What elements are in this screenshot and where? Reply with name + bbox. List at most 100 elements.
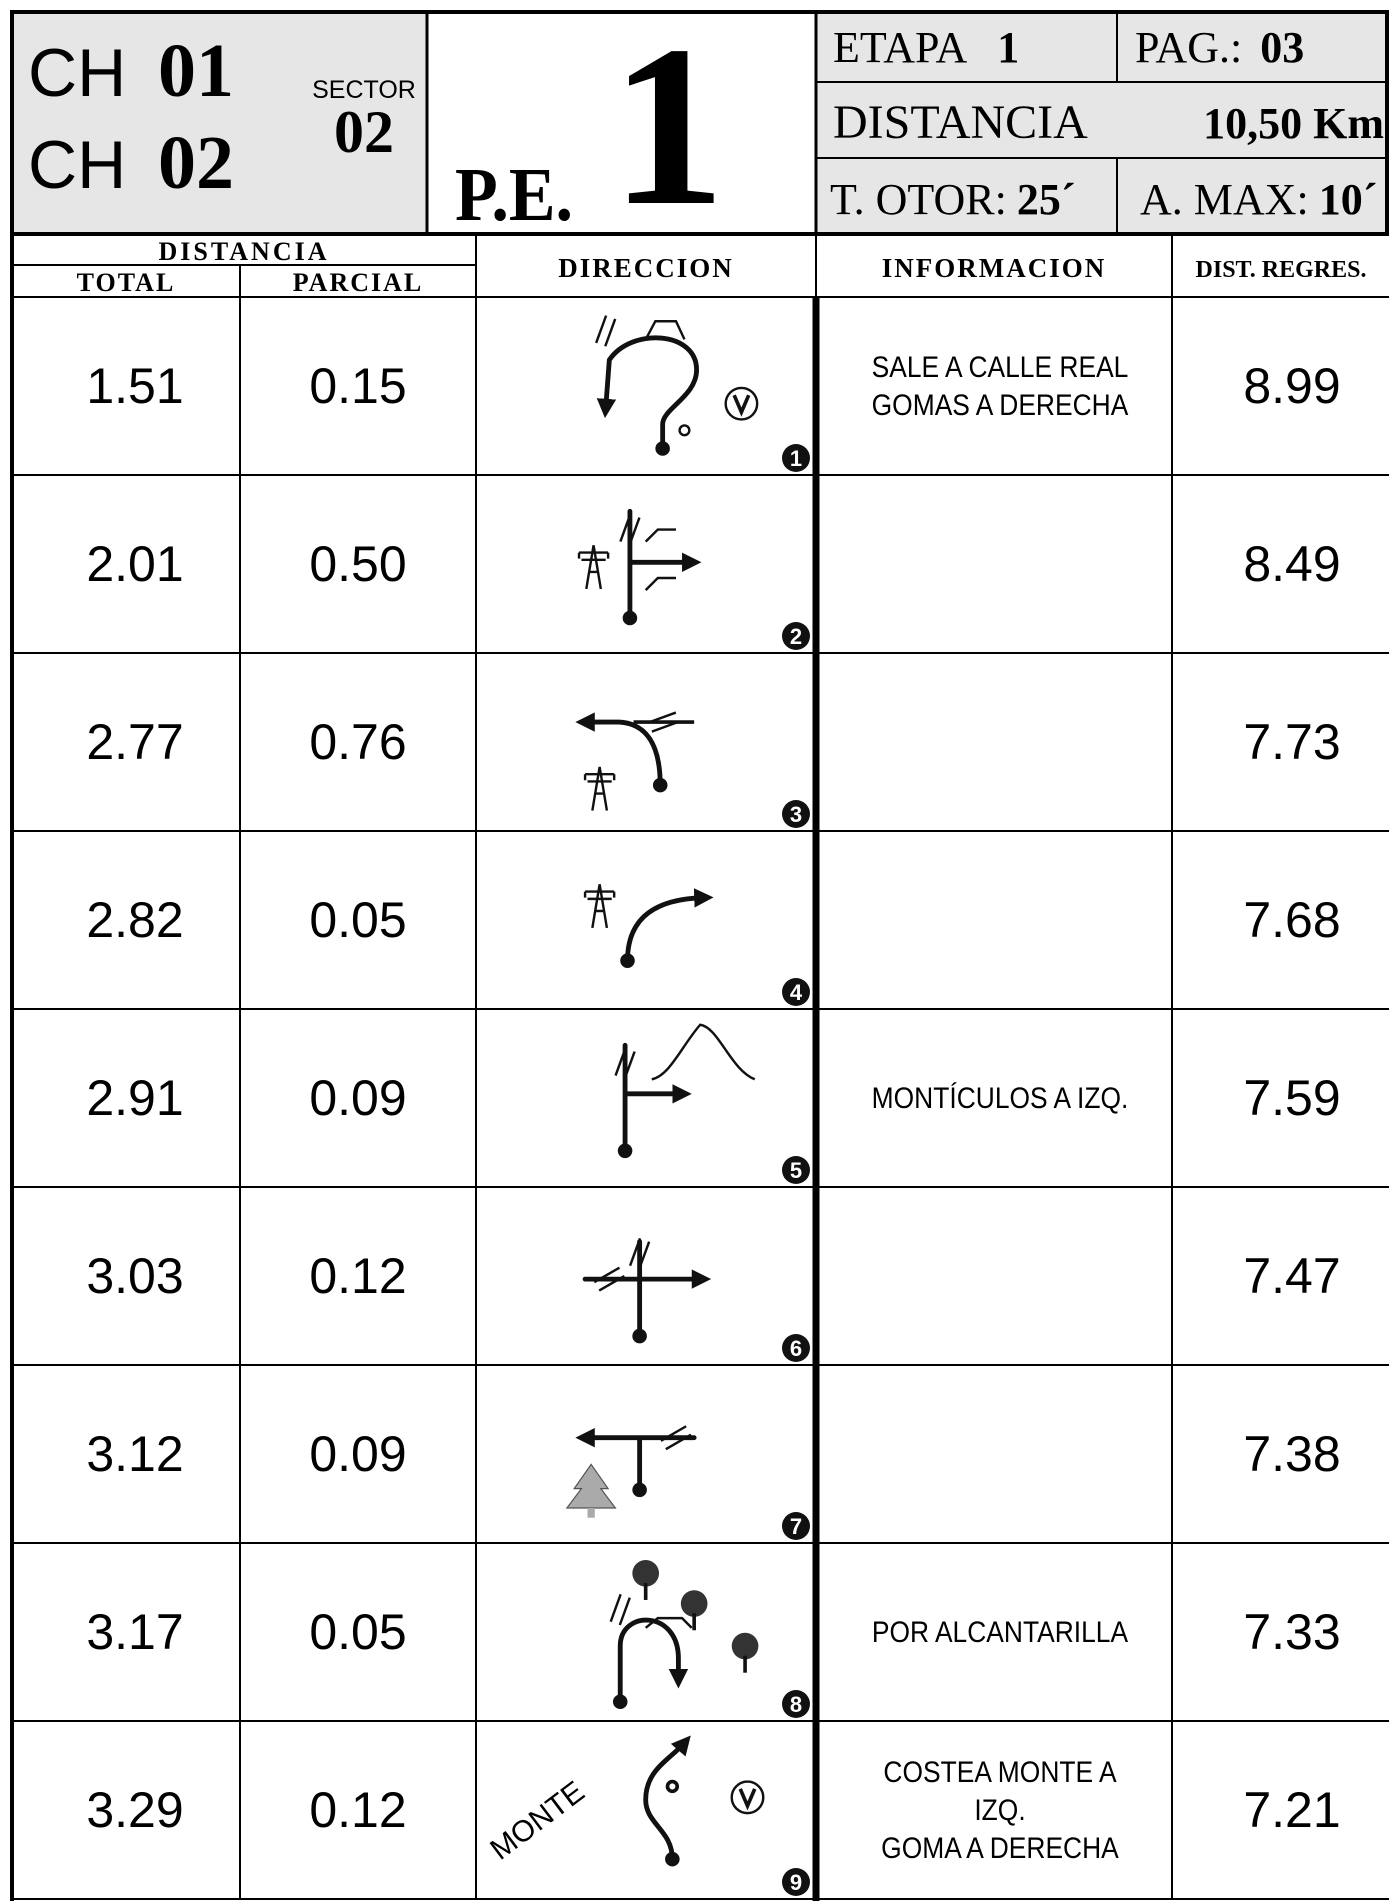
step-number: 6 — [790, 1336, 802, 1361]
icon-part — [730, 1780, 765, 1815]
step-number: 3 — [790, 802, 802, 827]
icon-part — [622, 1042, 682, 1154]
col-parcial: PARCIAL — [293, 268, 424, 297]
icon-part — [660, 1425, 692, 1451]
total: 2.82 — [86, 892, 183, 948]
info: IZQ. — [974, 1792, 1025, 1826]
sector-number: 02 — [334, 99, 394, 165]
parcial: 0.09 — [309, 1426, 406, 1482]
regres: 7.59 — [1243, 1070, 1340, 1126]
icon-part — [609, 1593, 622, 1623]
icon-part — [628, 517, 641, 546]
icon-part — [732, 394, 751, 417]
icon-part — [665, 1433, 692, 1451]
ch-number: 02 — [158, 121, 234, 205]
icon-part — [585, 1438, 697, 1493]
regres: 7.38 — [1243, 1426, 1340, 1482]
info: GOMAS A DERECHA — [872, 387, 1129, 421]
icon-part — [731, 1632, 759, 1660]
pag: PAG.: 03 — [1135, 23, 1304, 72]
col-informacion: INFORMACION — [882, 253, 1107, 283]
parcial: 0.12 — [309, 1782, 406, 1838]
icon-part — [638, 1241, 651, 1270]
icon-part — [632, 1328, 647, 1344]
icon-part — [619, 513, 641, 546]
etapa-value: 1 — [997, 23, 1019, 72]
icon-part — [665, 1851, 680, 1867]
step-badge — [782, 800, 810, 828]
total: 3.12 — [86, 1426, 183, 1482]
step-number: 7 — [790, 1514, 802, 1539]
icon-part — [577, 545, 610, 590]
icon-part — [651, 1023, 756, 1081]
icon-part — [596, 335, 700, 451]
icon-part — [738, 1788, 757, 1811]
direction-icon — [583, 884, 714, 968]
pag-value: 03 — [1260, 23, 1304, 72]
regres: 8.49 — [1243, 536, 1340, 592]
icon-part — [619, 513, 632, 542]
icon-part — [617, 1143, 633, 1159]
icon-part — [583, 884, 616, 929]
icon-part — [680, 1590, 708, 1617]
icon-part — [587, 1508, 595, 1518]
info: COSTEA MONTE A — [883, 1754, 1116, 1788]
info: GOMA A DERECHA — [881, 1830, 1119, 1864]
ch-number: 01 — [158, 29, 234, 113]
regres: 7.73 — [1243, 714, 1340, 770]
icon-part — [643, 1735, 691, 1862]
direction-icon — [565, 1425, 697, 1518]
icon-part — [655, 441, 670, 456]
t-otor: T. OTOR: 25´ — [830, 175, 1075, 224]
a-max-value: 10´ — [1319, 175, 1378, 224]
pe-number: 1 — [611, 0, 726, 253]
info: POR ALCANTARILLA — [872, 1614, 1128, 1648]
icon-part — [632, 1559, 660, 1587]
icon-part — [604, 318, 617, 347]
icon-part — [609, 1593, 631, 1626]
regres: 7.47 — [1243, 1248, 1340, 1304]
total: 3.03 — [86, 1248, 183, 1304]
step-number: 5 — [790, 1158, 802, 1183]
info: MONTÍCULOS A IZQ. — [872, 1080, 1129, 1114]
icon-part — [731, 1632, 759, 1673]
icon-part — [612, 1694, 628, 1710]
parcial: 0.50 — [309, 536, 406, 592]
col-regres: DIST. REGRES. — [1196, 257, 1367, 283]
checkpoint-box — [12, 12, 427, 234]
icon-part — [577, 545, 610, 590]
regres: 7.68 — [1243, 892, 1340, 948]
icon-part — [575, 712, 663, 788]
a-max-label: A. MAX: — [1140, 175, 1309, 224]
parcial: 0.05 — [309, 1604, 406, 1660]
icon-part — [582, 1239, 701, 1339]
step-number: 2 — [790, 624, 802, 649]
etapa: ETAPA 1 — [833, 23, 1019, 72]
direction-icon — [575, 711, 695, 811]
ch-label: CH — [28, 35, 126, 111]
icon-part — [614, 1047, 627, 1076]
regres: 7.33 — [1243, 1604, 1340, 1660]
icon-part — [644, 528, 676, 591]
parcial: 0.15 — [309, 358, 406, 414]
icon-part — [617, 1617, 689, 1705]
icon-part — [632, 1482, 647, 1498]
parcial: 0.12 — [309, 1248, 406, 1304]
icon-part — [628, 1237, 651, 1270]
step-badge — [782, 1690, 810, 1718]
icon-part — [583, 766, 616, 811]
regres: 8.99 — [1243, 358, 1340, 414]
step-badge — [782, 1512, 810, 1540]
info: SALE A CALLE REAL — [872, 349, 1129, 383]
regres: 7.21 — [1243, 1782, 1340, 1838]
icon-part — [625, 888, 714, 964]
icon-part — [583, 766, 616, 811]
sector-label: SECTOR — [312, 76, 416, 104]
parcial: 0.76 — [309, 714, 406, 770]
total: 2.91 — [86, 1070, 183, 1126]
step-badge — [782, 978, 810, 1006]
icon-part — [620, 953, 635, 968]
direction-icon — [609, 1559, 759, 1710]
icon-part — [614, 1047, 636, 1080]
total: 2.01 — [86, 536, 183, 592]
